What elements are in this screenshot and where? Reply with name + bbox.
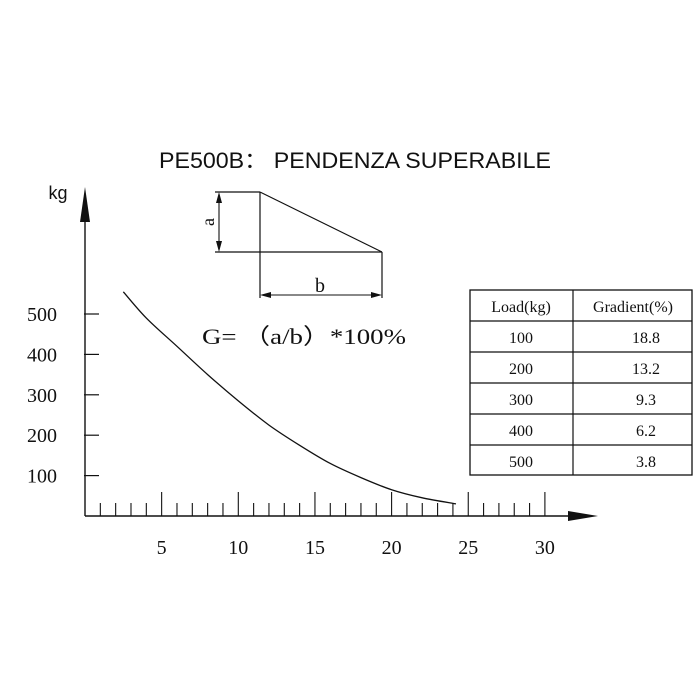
gradient-diagram: a b	[198, 191, 383, 298]
y-tick-labels: 100 200 300 400 500	[27, 304, 57, 488]
triangle-hypotenuse	[259, 191, 383, 253]
y-tick-label: 100	[27, 466, 57, 488]
table-cell-gradient: 9.3	[636, 392, 656, 409]
dimension-a-arrow-top	[216, 192, 222, 203]
x-tick-label: 10	[228, 537, 248, 559]
table-cell-load: 300	[509, 392, 533, 409]
table-header-load: Load(kg)	[491, 299, 551, 316]
y-axis-arrow	[80, 187, 90, 222]
dimension-b-arrow-left	[260, 292, 271, 298]
y-tick-label: 400	[27, 344, 57, 366]
x-tick-label: 25	[458, 537, 478, 559]
table-cell-gradient: 3.8	[636, 454, 656, 471]
dimension-a-label: a	[198, 218, 218, 226]
dimension-b-label: b	[315, 275, 325, 297]
x-tick-label: 5	[157, 537, 167, 559]
x-tick-labels: 5 10 15 20 25 30	[157, 537, 555, 559]
x-ticks	[99, 492, 546, 516]
y-ticks	[84, 313, 99, 477]
y-tick-label: 500	[27, 304, 57, 326]
dimension-a-arrow-bottom	[216, 241, 222, 252]
y-tick-label: 200	[27, 425, 57, 447]
gradient-formula: G= （a/b）*100%	[202, 324, 406, 349]
x-tick-label: 20	[382, 537, 402, 559]
x-tick-label: 30	[535, 537, 555, 559]
table-cell-load: 200	[509, 361, 533, 378]
table-cell-gradient: 18.8	[632, 330, 660, 347]
load-gradient-table: Load(kg) Gradient(%) 100 18.8 200 13.2 3…	[469, 289, 693, 476]
table-cell-load: 500	[509, 454, 533, 471]
x-axis-arrow	[568, 511, 598, 521]
table-header-gradient: Gradient(%)	[593, 299, 673, 316]
y-tick-label: 300	[27, 385, 57, 407]
chart-title: PE500B： PENDENZA SUPERABILE	[159, 148, 551, 173]
x-tick-label: 15	[305, 537, 325, 559]
series-line	[122, 291, 457, 505]
table-cell-load: 400	[509, 423, 533, 440]
y-axis-label: kg	[48, 183, 67, 203]
table-cell-gradient: 13.2	[632, 361, 660, 378]
table-cell-load: 100	[509, 330, 533, 347]
dimension-b-arrow-right	[371, 292, 382, 298]
table-cell-gradient: 6.2	[636, 423, 656, 440]
